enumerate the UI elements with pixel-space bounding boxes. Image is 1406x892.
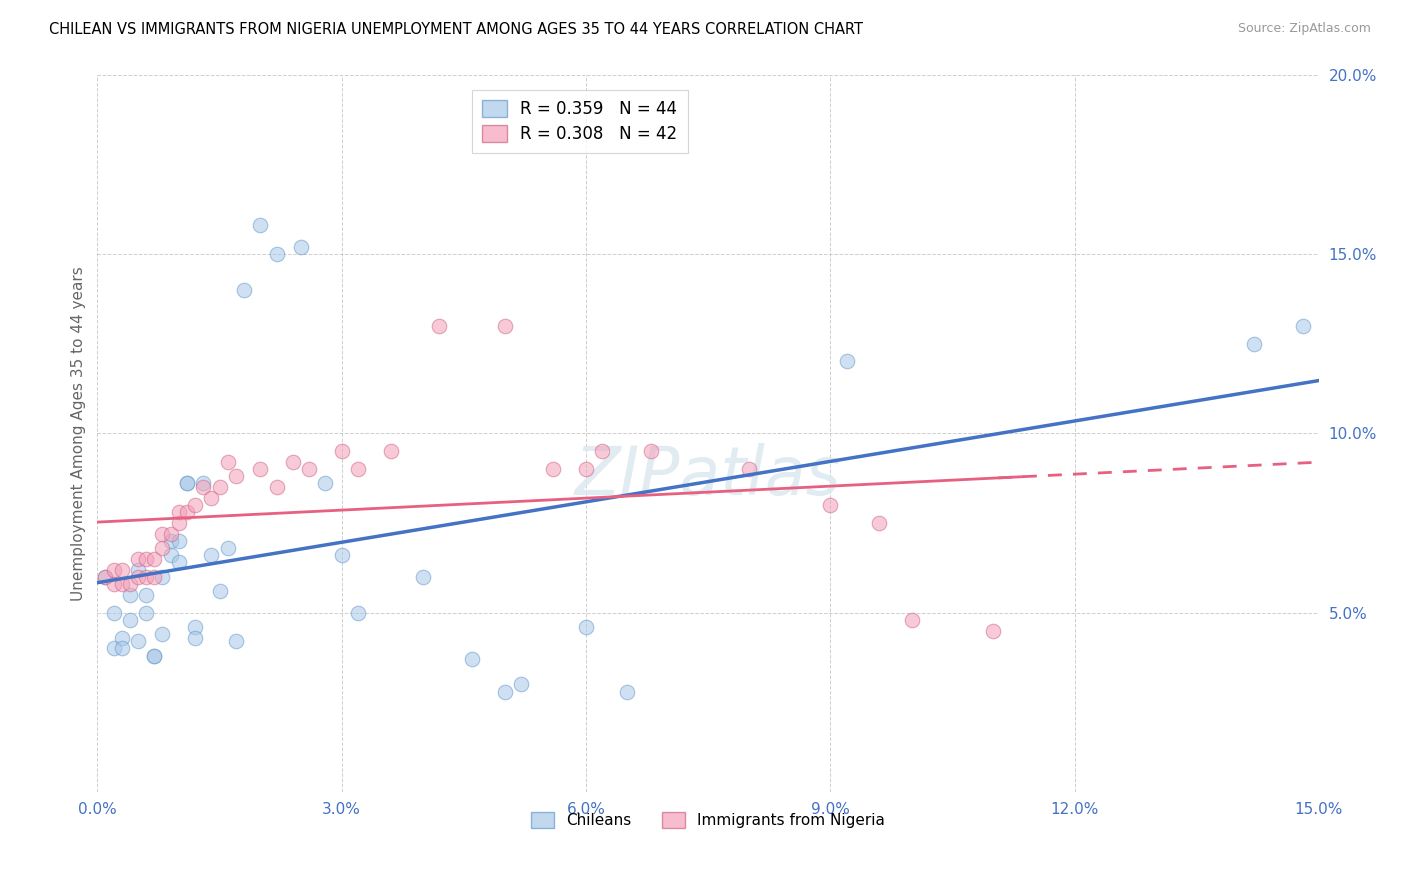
Point	[249, 218, 271, 232]
Point	[118, 613, 141, 627]
Point	[118, 577, 141, 591]
Point	[314, 476, 336, 491]
Point	[298, 462, 321, 476]
Point	[127, 551, 149, 566]
Point	[167, 533, 190, 548]
Point	[193, 476, 215, 491]
Point	[249, 462, 271, 476]
Point	[380, 444, 402, 458]
Point	[494, 318, 516, 333]
Point	[232, 283, 254, 297]
Point	[111, 641, 134, 656]
Point	[103, 606, 125, 620]
Point	[820, 498, 842, 512]
Y-axis label: Unemployment Among Ages 35 to 44 years: Unemployment Among Ages 35 to 44 years	[72, 266, 86, 600]
Point	[208, 584, 231, 599]
Point	[135, 570, 157, 584]
Point	[640, 444, 662, 458]
Point	[193, 480, 215, 494]
Point	[184, 631, 207, 645]
Point	[575, 620, 598, 634]
Point	[127, 634, 149, 648]
Point	[225, 634, 247, 648]
Point	[217, 541, 239, 555]
Point	[461, 652, 484, 666]
Point	[290, 240, 312, 254]
Point	[127, 570, 149, 584]
Point	[152, 570, 174, 584]
Point	[152, 627, 174, 641]
Point	[127, 563, 149, 577]
Point	[152, 526, 174, 541]
Point	[1291, 318, 1313, 333]
Point	[167, 555, 190, 569]
Point	[167, 516, 190, 530]
Point	[591, 444, 613, 458]
Point	[868, 516, 890, 530]
Point	[200, 548, 222, 562]
Point	[111, 631, 134, 645]
Point	[266, 480, 288, 494]
Point	[330, 548, 353, 562]
Point	[1243, 336, 1265, 351]
Point	[543, 462, 565, 476]
Point	[135, 588, 157, 602]
Legend: Chileans, Immigrants from Nigeria: Chileans, Immigrants from Nigeria	[524, 806, 891, 835]
Point	[981, 624, 1004, 638]
Point	[217, 455, 239, 469]
Point	[159, 526, 181, 541]
Point	[135, 551, 157, 566]
Point	[159, 533, 181, 548]
Point	[103, 641, 125, 656]
Point	[167, 505, 190, 519]
Point	[281, 455, 304, 469]
Point	[330, 444, 353, 458]
Point	[111, 577, 134, 591]
Point	[143, 648, 166, 663]
Point	[184, 620, 207, 634]
Point	[176, 476, 198, 491]
Point	[494, 684, 516, 698]
Point	[103, 577, 125, 591]
Point	[616, 684, 638, 698]
Point	[347, 462, 370, 476]
Point	[118, 588, 141, 602]
Text: CHILEAN VS IMMIGRANTS FROM NIGERIA UNEMPLOYMENT AMONG AGES 35 TO 44 YEARS CORREL: CHILEAN VS IMMIGRANTS FROM NIGERIA UNEMP…	[49, 22, 863, 37]
Point	[347, 606, 370, 620]
Point	[159, 548, 181, 562]
Point	[143, 551, 166, 566]
Point	[208, 480, 231, 494]
Point	[266, 247, 288, 261]
Point	[225, 469, 247, 483]
Point	[900, 613, 922, 627]
Point	[103, 563, 125, 577]
Point	[94, 570, 117, 584]
Point	[427, 318, 450, 333]
Point	[94, 570, 117, 584]
Point	[412, 570, 434, 584]
Point	[143, 648, 166, 663]
Point	[135, 606, 157, 620]
Point	[835, 354, 858, 368]
Point	[509, 677, 531, 691]
Point	[143, 570, 166, 584]
Text: Source: ZipAtlas.com: Source: ZipAtlas.com	[1237, 22, 1371, 36]
Point	[200, 491, 222, 505]
Point	[176, 505, 198, 519]
Point	[738, 462, 761, 476]
Point	[575, 462, 598, 476]
Text: ZIPatlas: ZIPatlas	[575, 443, 841, 509]
Point	[152, 541, 174, 555]
Point	[111, 563, 134, 577]
Point	[176, 476, 198, 491]
Point	[184, 498, 207, 512]
